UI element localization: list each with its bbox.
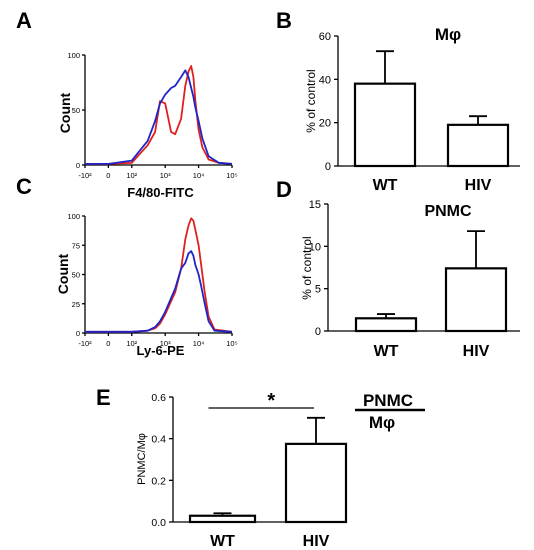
y-tick-label: 0 bbox=[315, 326, 321, 338]
y-tick-label: 0 bbox=[325, 161, 331, 173]
x-tick-label: 10⁴ bbox=[193, 339, 205, 348]
bar-hiv bbox=[284, 442, 348, 524]
category-label: HIV bbox=[303, 533, 330, 550]
ratio-label: PNMC Mφ bbox=[355, 391, 425, 432]
y-tick-label: 75 bbox=[72, 241, 80, 250]
bar-wt bbox=[188, 514, 257, 524]
y-tick-label: 100 bbox=[67, 51, 80, 60]
category-label: HIV bbox=[465, 177, 492, 194]
y-tick-label: 10 bbox=[309, 241, 321, 253]
x-axis-label: F4/80-FITC bbox=[127, 185, 194, 200]
y-tick-label: 60 bbox=[319, 31, 331, 43]
x-axis-label: Ly-6-PE bbox=[137, 343, 185, 358]
bar-hiv bbox=[444, 267, 508, 333]
x-tick-label: 10⁵ bbox=[226, 171, 237, 180]
x-tick-label: -10² bbox=[78, 171, 92, 180]
y-tick-label: 0 bbox=[76, 329, 80, 338]
x-tick-label: 10⁵ bbox=[226, 339, 237, 348]
y-axis-label: % of control bbox=[304, 69, 318, 132]
panel-label-b: B bbox=[276, 8, 292, 33]
y-tick-label: 50 bbox=[72, 271, 80, 280]
chart-title: PNMC bbox=[424, 203, 472, 220]
histogram-series-0 bbox=[85, 65, 233, 165]
y-tick-label: 50 bbox=[72, 106, 80, 115]
bar-wt bbox=[353, 82, 417, 168]
x-tick-label: 10³ bbox=[160, 171, 171, 180]
y-tick-label: 20 bbox=[319, 118, 331, 130]
y-tick-label: 15 bbox=[309, 199, 321, 211]
category-label: WT bbox=[374, 343, 399, 360]
x-tick-label: 10⁴ bbox=[193, 171, 205, 180]
x-tick-label: -10² bbox=[78, 339, 92, 348]
chart-title: Mφ bbox=[435, 25, 461, 44]
y-tick-label: 0.2 bbox=[151, 475, 166, 487]
x-tick-label: 10² bbox=[126, 339, 137, 348]
histogram-series-1 bbox=[85, 69, 233, 165]
bar-hiv bbox=[446, 123, 510, 168]
category-label: HIV bbox=[463, 343, 490, 360]
panel-label-d: D bbox=[276, 177, 292, 202]
y-tick-label: 0.6 bbox=[151, 392, 166, 404]
y-axis-label: Count bbox=[57, 92, 73, 133]
category-label: WT bbox=[373, 177, 398, 194]
ratio-denominator: Mφ bbox=[369, 413, 395, 432]
bar-chart-ratio: 0.0 0.2 0.4 0.6 WT HIV PNMC/Mφ * bbox=[136, 390, 348, 550]
histogram-series-1 bbox=[85, 250, 233, 333]
x-tick-label: 10² bbox=[126, 171, 137, 180]
panel-label-e: E bbox=[96, 385, 111, 410]
y-tick-label: 0.4 bbox=[151, 434, 166, 446]
y-tick-label: 5 bbox=[315, 284, 321, 296]
bar-chart-pnmc: 0 5 10 15 WT HIV % of control PNMC bbox=[300, 199, 520, 360]
panel-label-a: A bbox=[16, 8, 32, 33]
y-axis-label: PNMC/Mφ bbox=[136, 433, 148, 485]
x-tick-label: 0 bbox=[106, 171, 110, 180]
x-tick-label: 0 bbox=[106, 339, 110, 348]
y-tick-label: 100 bbox=[67, 212, 80, 221]
histogram-series-0 bbox=[85, 217, 233, 333]
bar-wt bbox=[354, 317, 418, 333]
y-axis-label: % of control bbox=[300, 236, 314, 299]
y-tick-label: 40 bbox=[319, 74, 331, 86]
y-tick-label: 25 bbox=[72, 300, 80, 309]
y-tick-label: 0 bbox=[76, 161, 80, 170]
bar-chart-macrophage: 0 20 40 60 WT HIV % of control Mφ bbox=[304, 25, 520, 194]
x-tick-label: 10³ bbox=[160, 339, 171, 348]
significance-star: * bbox=[267, 390, 275, 412]
panel-label-c: C bbox=[16, 174, 32, 199]
ratio-numerator: PNMC bbox=[363, 391, 413, 410]
category-label: WT bbox=[210, 533, 235, 550]
y-tick-label: 0.0 bbox=[151, 517, 166, 529]
y-axis-label: Count bbox=[55, 253, 71, 294]
